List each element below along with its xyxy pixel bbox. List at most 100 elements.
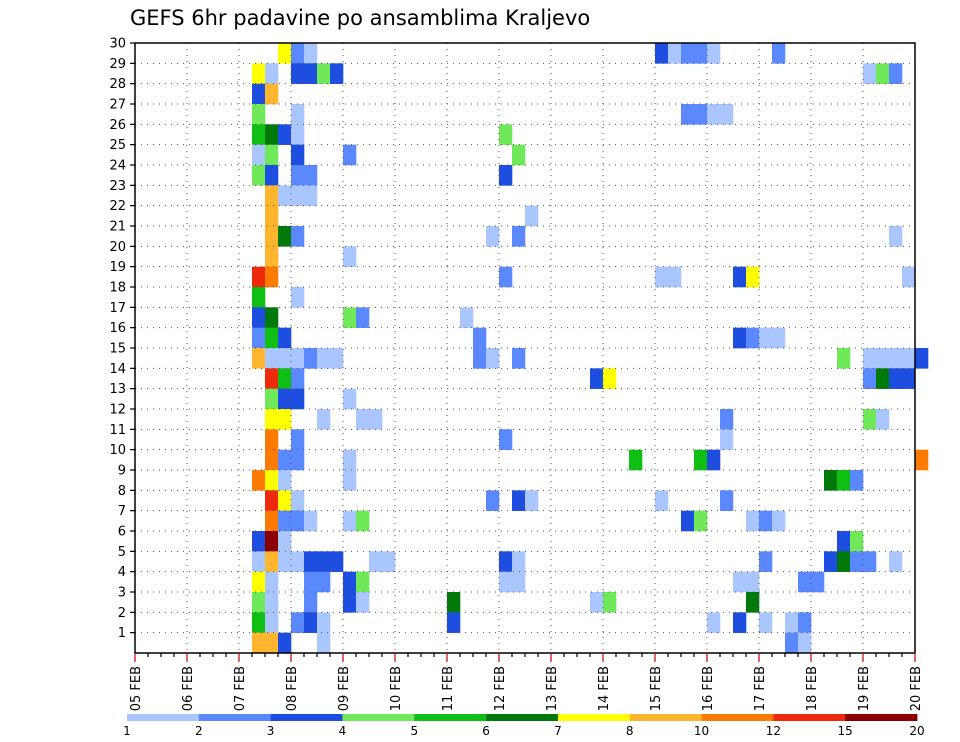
heatmap-cell [681,43,695,64]
x-tick-label: 13 FEB [545,666,560,711]
heatmap-cell [915,449,929,471]
heatmap-cell [785,612,799,633]
y-tick-label: 16 [109,321,126,336]
heatmap-cell [278,510,292,532]
heatmap-cell [265,510,279,532]
colorbar-level-label: 2 [195,724,203,738]
heatmap-cell [356,571,370,593]
heatmap-cell [863,409,877,430]
heatmap-cell [265,632,279,654]
y-tick-label: 4 [118,565,126,580]
heatmap-cell [265,571,279,593]
y-tick-label: 17 [109,301,126,316]
heatmap-cell [499,429,513,450]
x-tick-label: 18 FEB [805,666,820,711]
heatmap-cell [850,531,864,552]
heatmap-cell [356,307,370,328]
heatmap-cell [369,409,383,430]
heatmap-cell [850,551,864,572]
heatmap-cell [291,388,305,410]
heatmap-cell [278,409,292,430]
heatmap-cell [252,83,266,105]
heatmap-cell [291,185,305,206]
x-tick-label: 05 FEB [129,666,144,711]
heatmap-cell [265,612,279,633]
heatmap-cell [499,165,513,186]
heatmap-cell [733,571,747,593]
heatmap-cell [317,551,331,572]
heatmap-cell [343,470,357,491]
heatmap-cell [317,632,331,654]
heatmap-cell [252,124,266,145]
heatmap-cell [252,632,266,654]
heatmap-cell [291,226,305,247]
y-tick-label: 21 [109,220,126,235]
x-tick-label: 12 FEB [493,666,508,711]
heatmap-cell [343,592,357,613]
heatmap-cell [291,348,305,369]
x-tick-label: 17 FEB [753,666,768,711]
heatmap-cell [824,470,838,491]
heatmap-cell [265,388,279,410]
heatmap-cell [278,470,292,491]
x-tick-label: 06 FEB [181,666,196,711]
heatmap-cell [291,287,305,308]
heatmap-cell [863,63,877,84]
heatmap-cell [343,510,357,532]
heatmap-cell [746,592,760,613]
colorbar-segment [486,714,559,721]
x-tick-label: 16 FEB [701,666,716,711]
heatmap-cell [278,43,292,64]
heatmap-cell [278,327,292,349]
heatmap-cell [278,388,292,410]
heatmap-cell [278,368,292,389]
heatmap-cell [460,307,474,328]
heatmap-cell [304,510,318,532]
axis-ticks [130,42,916,662]
colorbar-level-label: 6 [482,724,490,738]
heatmap-cell [746,266,760,288]
heatmap-cell [291,429,305,450]
y-tick-label: 30 [109,37,126,52]
heatmap-cell [265,266,279,288]
x-axis-date-labels: 05 FEB 06 FEB 07 FEB 08 FEB 09 FEB 10 FEB 11 F… [129,666,924,711]
heatmap-cell [837,470,851,491]
heatmap-cell [512,144,526,166]
heatmap-cell [902,368,916,389]
heatmap-cell [252,348,266,369]
heatmap-cell [798,612,812,633]
heatmap-cell [863,348,877,369]
colorbar-segment [701,714,774,721]
heatmap-cell [265,83,279,105]
heatmap-cell [876,63,890,84]
heatmap-cell [824,551,838,572]
heatmap-cell [265,348,279,369]
x-tick-label: 19 FEB [857,666,872,711]
colorbar-level-label: 4 [339,724,347,738]
heatmap-cell [889,348,903,369]
heatmap-cell [889,63,903,84]
y-tick-label: 11 [109,423,126,438]
heatmap-cell [889,368,903,389]
heatmap-cell [499,571,513,593]
heatmap-cell [746,327,760,349]
heatmap-cell [343,449,357,471]
y-tick-label: 12 [109,403,126,418]
heatmap-cell [265,246,279,267]
heatmap-cell [265,124,279,145]
heatmap-cell [265,470,279,491]
y-tick-label: 26 [109,118,126,133]
heatmap-cell [772,327,786,349]
heatmap-cell [889,226,903,247]
heatmap-cell [473,327,487,349]
heatmap-cell [304,185,318,206]
heatmap-cell [876,368,890,389]
heatmap-cell [304,348,318,369]
heatmap-cell [265,409,279,430]
heatmap-cell [252,571,266,593]
heatmap-cell [811,571,825,593]
heatmap-cell [694,104,708,125]
heatmap-cell [265,205,279,227]
y-tick-label: 9 [118,464,126,479]
colorbar-segment [127,714,200,721]
